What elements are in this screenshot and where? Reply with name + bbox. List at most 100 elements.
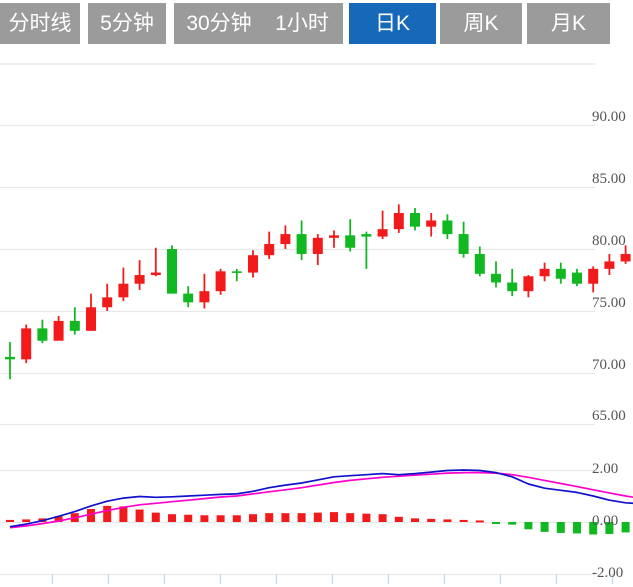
macd-bar <box>540 522 549 532</box>
macd-bar <box>411 518 419 522</box>
chart-canvas <box>0 63 633 584</box>
macd-bar <box>168 514 176 522</box>
candle-body <box>474 253 485 274</box>
candle-body <box>150 272 161 276</box>
macd-bar <box>362 513 371 522</box>
candle-body <box>296 234 307 254</box>
candle-body <box>361 234 372 237</box>
candle-body <box>248 255 258 273</box>
candle-body <box>620 253 631 262</box>
macd-bar <box>22 519 31 522</box>
macd-bar <box>427 518 436 522</box>
candle-body <box>53 320 64 341</box>
candle-body <box>572 272 582 284</box>
price-axis-label: 70.00 <box>592 357 626 373</box>
candle-body <box>442 220 453 235</box>
tab-weekk[interactable]: 周K <box>440 3 522 44</box>
candle-body <box>555 268 566 279</box>
macd-bar <box>119 506 128 522</box>
price-axis-label: 80.00 <box>592 233 626 249</box>
candle-body <box>199 291 210 303</box>
candle-body <box>280 234 291 245</box>
macd-bar <box>330 512 338 522</box>
macd-bar <box>621 522 630 533</box>
macd-bar <box>524 522 533 530</box>
macd-lines <box>9 469 633 529</box>
period-tab-bar: 分时线 5分钟 30分钟 1小时 日K 周K 月K <box>0 0 633 48</box>
macd-axis-label: 0.00 <box>592 513 619 529</box>
chart-area[interactable]: 90.00 85.00 80.00 75.00 70.00 65.00 2.00 0.00 -2… <box>0 48 633 587</box>
macd-bar <box>184 514 193 522</box>
macd-bar <box>135 509 144 522</box>
candle-body <box>69 320 80 331</box>
macd-bar <box>297 513 306 522</box>
candle-body <box>37 328 48 341</box>
price-axis-label: 75.00 <box>592 295 626 311</box>
tab-30min[interactable]: 30分钟 <box>174 3 264 44</box>
candle-body <box>507 282 518 292</box>
candle-body <box>167 249 177 294</box>
macd-dea-line <box>9 471 633 529</box>
candle-body <box>523 276 534 292</box>
candle-body <box>588 268 599 284</box>
candle-body <box>134 275 145 284</box>
macd-bar <box>103 505 112 522</box>
macd-histogram <box>6 505 630 535</box>
macd-bar <box>313 512 322 522</box>
macd-bar <box>281 513 290 522</box>
macd-bar <box>151 512 160 522</box>
candle-body <box>118 283 129 298</box>
candle-body <box>604 261 615 269</box>
macd-bar <box>605 522 614 534</box>
price-axis-label: 65.00 <box>592 408 626 424</box>
candle-body <box>345 235 356 248</box>
candle-body <box>393 213 404 230</box>
candle-body <box>539 268 550 277</box>
price-axis-label: 90.00 <box>592 109 626 125</box>
macd-bar <box>459 519 468 522</box>
macd-bar <box>394 516 403 522</box>
macd-bar <box>556 522 565 533</box>
candle-body <box>410 213 420 227</box>
macd-bar <box>200 515 209 522</box>
macd-bar <box>378 514 387 522</box>
candle-body <box>102 297 113 308</box>
macd-bar <box>87 509 95 522</box>
macd-bar <box>475 520 484 523</box>
candle-body <box>231 271 242 273</box>
candle-body <box>491 273 501 283</box>
candle-body <box>426 220 437 227</box>
candle-body <box>21 328 32 360</box>
tab-1hour[interactable]: 1小时 <box>261 3 343 44</box>
macd-bar <box>573 522 581 534</box>
candle-body <box>215 271 226 292</box>
candle-body <box>183 293 194 303</box>
price-axis-label: 85.00 <box>592 171 626 187</box>
macd-axis-label: -2.00 <box>592 565 624 581</box>
macd-bar <box>249 514 257 522</box>
gridlines <box>0 63 595 576</box>
candle-body <box>377 229 388 237</box>
tab-monthk[interactable]: 月K <box>527 3 610 44</box>
macd-dif-line <box>9 469 633 528</box>
macd-bar <box>232 515 241 522</box>
candle-body <box>264 244 275 256</box>
candle-body <box>312 237 323 254</box>
macd-bar <box>589 522 598 535</box>
macd-bar <box>492 522 500 524</box>
macd-bar <box>265 513 274 522</box>
tab-dayk[interactable]: 日K <box>349 3 436 44</box>
candle-body <box>458 234 469 254</box>
tab-fenshi[interactable]: 分时线 <box>0 3 80 44</box>
macd-bar <box>443 519 452 522</box>
macd-bar <box>54 516 63 522</box>
candle-body <box>329 235 339 238</box>
candle-body <box>5 356 15 360</box>
candlestick-series <box>5 204 631 380</box>
macd-bar <box>508 522 517 525</box>
macd-axis-label: 2.00 <box>592 461 619 477</box>
macd-bar <box>216 515 225 522</box>
macd-bar <box>6 519 14 522</box>
tab-5min[interactable]: 5分钟 <box>88 3 166 44</box>
